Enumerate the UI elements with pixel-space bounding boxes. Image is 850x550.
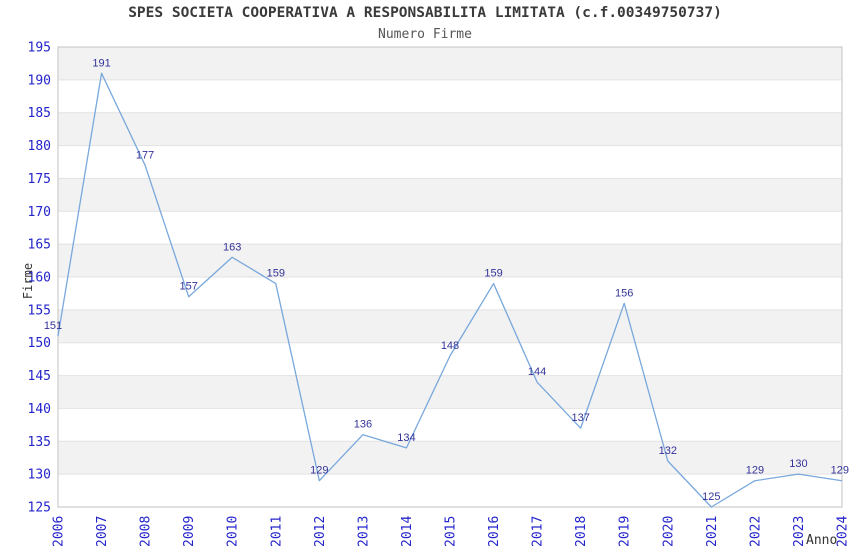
y-tick-label: 165 [28,238,51,253]
x-tick-label: 2016 [487,516,502,547]
x-tick-label: 2012 [313,516,328,547]
point-label: 129 [831,465,849,477]
point-label: 132 [659,445,677,457]
y-tick-label: 140 [28,402,51,417]
x-tick-label: 2023 [792,516,807,547]
y-tick-label: 185 [28,106,51,121]
x-tick-label: 2015 [444,516,459,547]
plot-band [58,474,842,507]
x-tick-label: 2021 [705,516,720,547]
x-tick-label: 2024 [836,516,850,547]
plot-band [58,441,842,475]
point-label: 130 [789,458,807,470]
y-tick-label: 125 [28,501,51,516]
x-tick-label: 2011 [269,516,284,547]
plot-band [58,47,842,80]
chart-line [57,72,843,508]
point-label: 177 [136,149,154,161]
x-tick-label: 2008 [139,516,154,547]
point-label: 163 [223,241,241,253]
x-tick-label: 2019 [618,516,633,547]
point-label: 151 [44,320,62,332]
plot-band [58,309,842,343]
x-tick-label: 2010 [226,516,241,547]
plot-band [58,277,842,310]
x-tick-label: 2020 [661,516,676,547]
point-label: 125 [702,491,720,503]
y-tick-label: 145 [28,369,51,384]
y-tick-label: 130 [28,468,51,483]
y-tick-label: 180 [28,139,51,154]
x-tick-label: 2009 [182,516,197,547]
plot-band [58,112,842,146]
plot-border [57,46,843,508]
point-label: 136 [354,419,372,431]
y-tick-label: 160 [28,271,51,286]
plot-band [58,79,842,113]
y-tick-label: 150 [28,336,51,351]
point-label: 137 [571,412,589,424]
plot-band [58,408,842,442]
x-axis-title: Anno [806,533,838,548]
plot-band [58,178,842,212]
point-label: 157 [179,281,197,293]
y-tick-label: 135 [28,435,51,450]
point-label: 191 [92,57,110,69]
x-tick-label: 2014 [400,516,415,547]
x-tick-label: 2022 [748,516,763,547]
chart-subtitle: Numero Firme [378,27,472,42]
plot-band [58,211,842,245]
point-label: 144 [528,366,546,378]
y-tick-label: 195 [28,41,51,56]
x-tick-label: 2017 [531,516,546,547]
x-tick-label: 2013 [356,516,371,547]
point-label: 156 [615,287,633,299]
x-tick-label: 2007 [95,516,110,547]
plot-band [58,342,842,376]
plot-band [58,244,842,277]
y-tick-label: 190 [28,73,51,88]
y-tick-label: 175 [28,172,51,187]
plot-band [58,375,842,409]
point-label: 129 [310,465,328,477]
y-tick-label: 170 [28,205,51,220]
point-label: 134 [397,432,415,444]
point-label: 159 [484,268,502,280]
chart-title: SPES SOCIETA COOPERATIVA A RESPONSABILIT… [128,5,722,21]
point-label: 159 [267,268,285,280]
x-tick-label: 2018 [574,516,589,547]
x-tick-label: 2006 [52,516,67,547]
y-axis-title: Firme [21,262,35,300]
plot-band [58,145,842,179]
y-tick-label: 155 [28,303,51,318]
point-label: 129 [746,465,764,477]
point-label: 148 [441,340,459,352]
